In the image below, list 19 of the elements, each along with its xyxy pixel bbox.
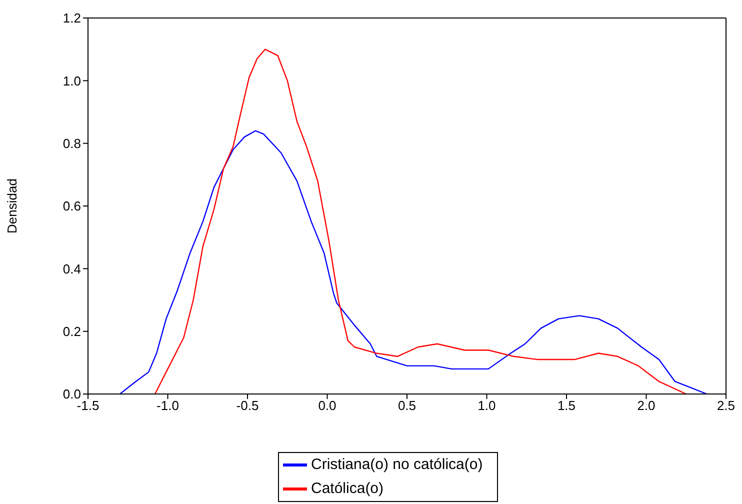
x-tick-label: 1.0 xyxy=(478,398,496,414)
x-tick-label: 1.5 xyxy=(557,398,576,414)
y-tick-label: 1.0 xyxy=(62,73,81,88)
y-axis-title: Densidad xyxy=(4,178,20,234)
x-tick-label: 0.0 xyxy=(318,398,336,414)
line-series xyxy=(154,48,687,394)
y-tick-label: 1.2 xyxy=(62,10,81,26)
legend-label: Católica(o) xyxy=(311,480,384,497)
line-series xyxy=(119,130,708,394)
y-tick-label: 0.4 xyxy=(62,261,81,276)
x-tick-label: -1.0 xyxy=(156,398,179,414)
y-tick-label: 0.6 xyxy=(62,198,81,214)
x-tick-label: 2.5 xyxy=(716,398,736,414)
x-tick-label: -0.5 xyxy=(236,398,259,414)
legend-label: Cristiana(o) no católica(o) xyxy=(311,456,483,473)
y-tick-label: 0.8 xyxy=(62,136,81,151)
x-tick-label: 2.0 xyxy=(637,398,656,414)
x-tick-label: 0.5 xyxy=(398,398,416,414)
y-tick-label: 0.2 xyxy=(62,324,81,339)
